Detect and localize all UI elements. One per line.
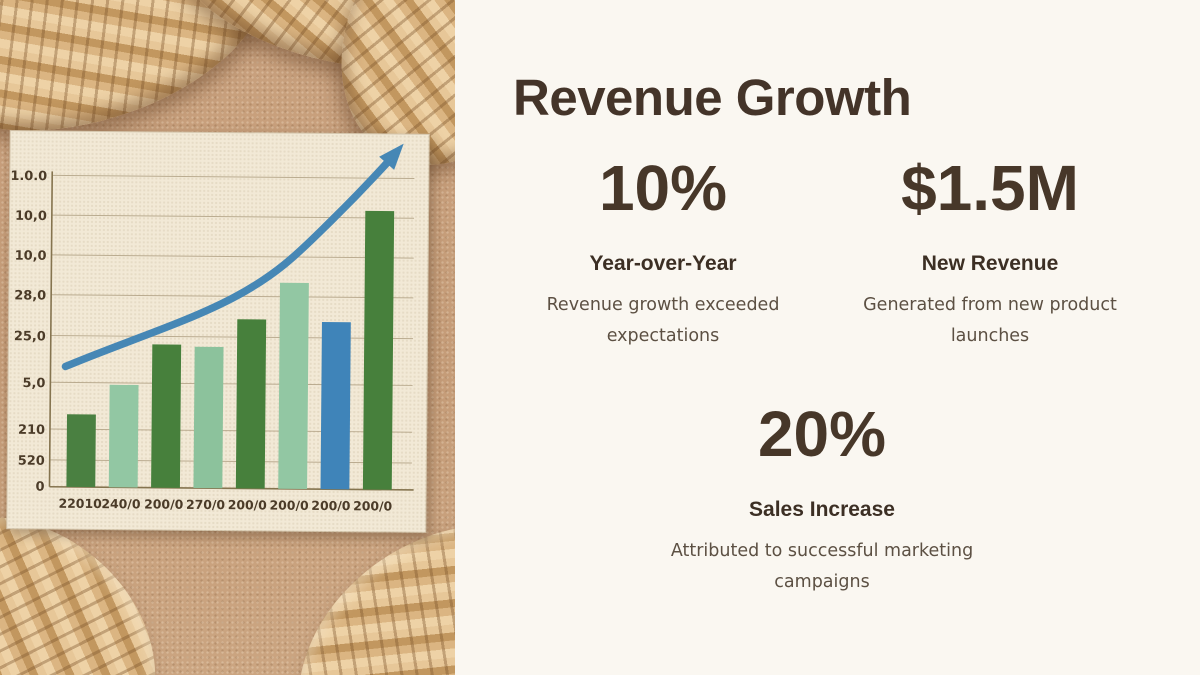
chart-paper: 1.0.0 10,0 10,0 28,0 25,0 5,0 210 520 0 … bbox=[6, 130, 430, 533]
y-tick: 1.0.0 bbox=[10, 169, 47, 184]
axes bbox=[48, 171, 414, 491]
x-tick: 200/0 bbox=[144, 496, 184, 511]
y-tick: 520 bbox=[18, 454, 45, 469]
stat-label: Sales Increase bbox=[749, 498, 895, 521]
stat-label: Year-over-Year bbox=[589, 252, 737, 275]
x-tick: 270/0 bbox=[186, 497, 226, 512]
stat-value: 20% bbox=[757, 398, 887, 470]
stat-description: Attributed to successful marketing campa… bbox=[670, 541, 974, 592]
page-title: Revenue Growth bbox=[513, 69, 912, 126]
bar bbox=[235, 319, 267, 489]
content-panel: Revenue Growth 10% Year-over-Year Revenu… bbox=[455, 0, 1200, 675]
y-axis-labels: 1.0.0 10,0 10,0 28,0 25,0 5,0 210 520 0 bbox=[10, 169, 47, 495]
bar bbox=[108, 384, 139, 488]
x-tick: 200/0 bbox=[353, 498, 393, 513]
x-tick: 22010 bbox=[59, 496, 103, 511]
y-tick: 28,0 bbox=[14, 288, 46, 303]
x-tick: 240/0 bbox=[101, 496, 141, 511]
x-tick: 200/0 bbox=[228, 497, 268, 512]
stat-description: Revenue growth exceeded expectations bbox=[546, 295, 780, 346]
bar bbox=[320, 321, 351, 490]
stat-block-new-revenue: $1.5M New Revenue Generated from new pro… bbox=[850, 156, 1130, 351]
y-tick: 10,0 bbox=[15, 209, 47, 224]
x-axis-labels: 22010 240/0 200/0 270/0 200/0 200/0 200/… bbox=[59, 496, 393, 514]
stat-block-yoy: 10% Year-over-Year Revenue growth exceed… bbox=[523, 156, 803, 351]
y-tick: 5,0 bbox=[22, 376, 45, 391]
stat-description: Generated from new product launches bbox=[863, 295, 1117, 346]
stat-value: 10% bbox=[598, 152, 728, 224]
bar bbox=[362, 210, 395, 490]
x-tick: 200/0 bbox=[269, 498, 309, 513]
bar bbox=[151, 344, 182, 488]
x-tick: 200/0 bbox=[311, 498, 351, 513]
y-tick: 0 bbox=[35, 480, 44, 495]
bar bbox=[193, 346, 224, 489]
y-tick: 10,0 bbox=[15, 249, 47, 264]
bar-chart: 1.0.0 10,0 10,0 28,0 25,0 5,0 210 520 0 … bbox=[10, 143, 415, 514]
bar bbox=[278, 282, 309, 489]
y-tick: 210 bbox=[18, 423, 45, 438]
stat-value: $1.5M bbox=[901, 152, 1079, 224]
chart-photo-panel: 1.0.0 10,0 10,0 28,0 25,0 5,0 210 520 0 … bbox=[0, 0, 455, 675]
trend-arrow-icon bbox=[61, 143, 404, 371]
stat-block-sales-increase: 20% Sales Increase Attributed to success… bbox=[642, 402, 1002, 597]
bar-series bbox=[66, 210, 395, 490]
y-tick: 25,0 bbox=[14, 329, 46, 344]
bar bbox=[66, 414, 96, 488]
stat-label: New Revenue bbox=[921, 252, 1059, 275]
gridlines bbox=[49, 174, 415, 464]
